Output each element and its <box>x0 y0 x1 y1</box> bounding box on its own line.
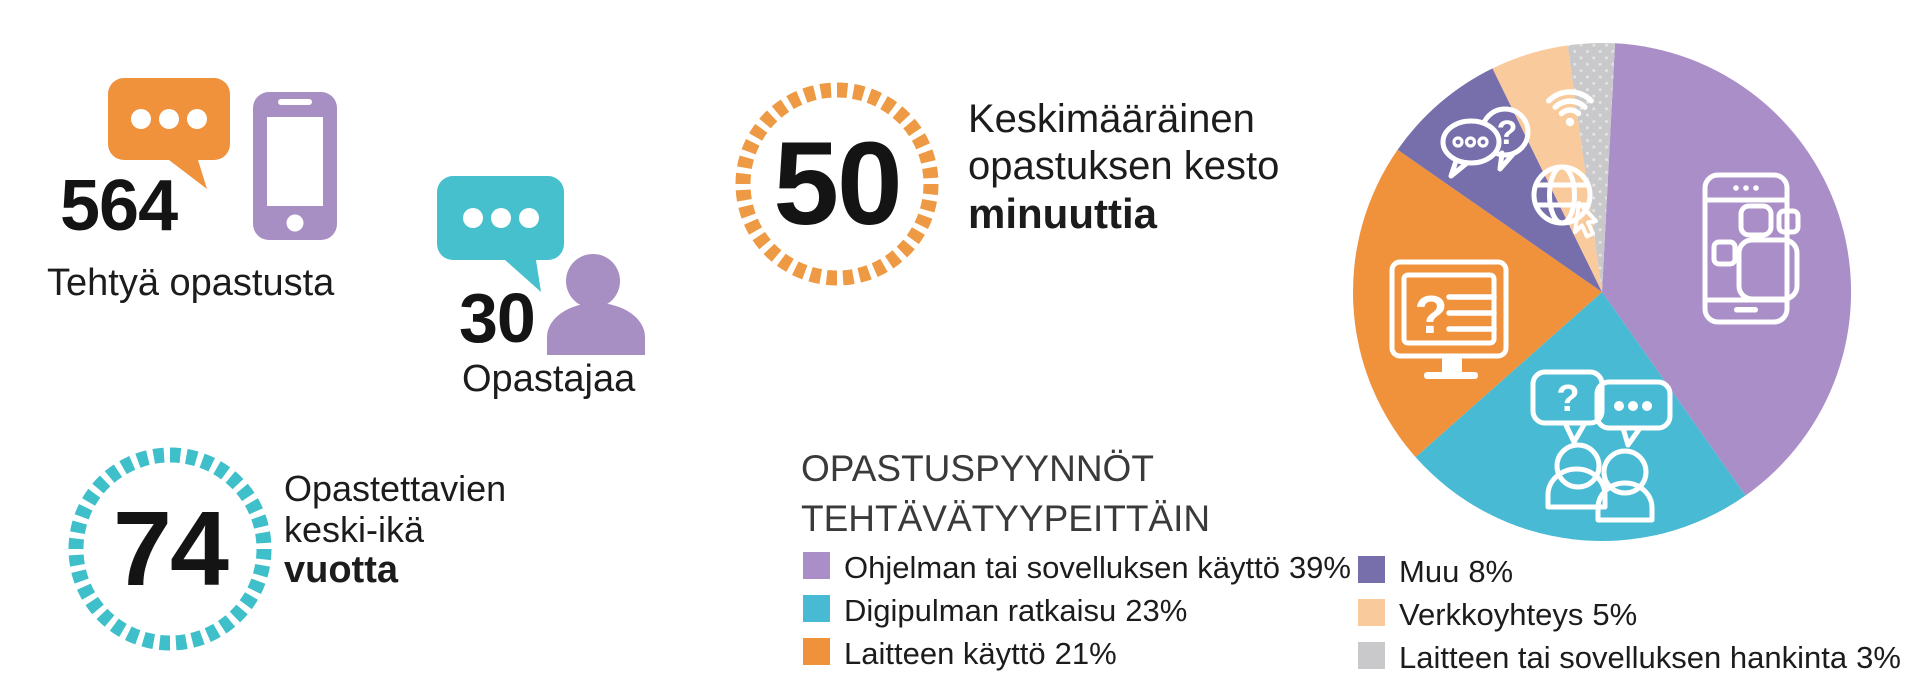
monitor-question-icon: ? <box>1389 259 1509 379</box>
chat-bubble-icon <box>437 176 564 292</box>
legend-swatch <box>803 595 830 622</box>
age-unit: vuotta <box>284 549 398 591</box>
duration-description: Keskimääräinen opastuksen kesto minuutti… <box>968 96 1279 237</box>
duration-ring: 50 <box>727 74 947 294</box>
legend-item: Ohjelman tai sovelluksen käyttö 39% <box>803 550 1351 586</box>
smartphone-icon <box>253 92 337 240</box>
dashed-circle-icon <box>735 82 939 286</box>
legend-swatch <box>1358 556 1385 583</box>
chart-title: OPASTUSPYYNNÖT TEHTÄVÄTYYPEITTÄIN <box>801 444 1210 544</box>
question-glyph: ? <box>1497 114 1518 152</box>
legend-label: Digipulman ratkaisu <box>844 593 1117 628</box>
legend-value: 3% <box>1856 640 1901 675</box>
legend-swatch <box>1358 599 1385 626</box>
legend-item: Digipulman ratkaisu 23% <box>803 593 1187 629</box>
age-line2: keski-ikä <box>284 509 425 550</box>
dashed-circle-icon <box>68 447 272 651</box>
legend-label: Laitteen tai sovelluksen hankinta <box>1399 640 1848 675</box>
guides-label: Opastajaa <box>462 358 636 400</box>
duration-line1: Keskimääräinen <box>968 97 1255 141</box>
legend-value: 5% <box>1592 597 1638 632</box>
person-icon <box>547 254 645 355</box>
duration-value: 50 <box>773 118 902 250</box>
legend-swatch <box>1358 642 1385 669</box>
pie-slice-2 <box>1352 149 1602 458</box>
question-glyph: ? <box>1415 285 1448 345</box>
legend-item: Laitteen tai sovelluksen hankinta 3% <box>1358 640 1901 676</box>
globe-cursor-icon <box>1531 164 1598 239</box>
chat-bubble-icon <box>108 78 230 189</box>
chart-title-line1: OPASTUSPYYNNÖT <box>801 448 1154 489</box>
pie-slice-1 <box>1415 292 1746 542</box>
question-glyph: ? <box>1556 378 1579 420</box>
legend-item: Laitteen käyttö 21% <box>803 636 1117 672</box>
age-description: Opastettavien keski-ikä vuotta <box>284 468 506 591</box>
age-value: 74 <box>113 490 229 608</box>
legend-value: 21% <box>1054 636 1117 671</box>
pie-slice-0 <box>1602 43 1852 496</box>
people-chat-icon: ? <box>1530 369 1673 523</box>
legend-label: Muu <box>1399 554 1460 589</box>
legend-label: Verkkoyhteys <box>1399 597 1584 632</box>
duration-line2: opastuksen kesto <box>968 144 1280 188</box>
pie-chart: ? ? <box>1352 42 1852 542</box>
guidances-count: 564 <box>60 166 178 246</box>
legend-item: Muu 8% <box>1358 554 1513 590</box>
legend-value: 8% <box>1468 554 1514 589</box>
legend-value: 39% <box>1288 550 1351 585</box>
legend-value: 23% <box>1125 593 1188 628</box>
legend-label: Laitteen käyttö <box>844 636 1046 671</box>
guidances-label: Tehtyä opastusta <box>47 262 335 304</box>
pie-slice-3 <box>1397 68 1602 293</box>
guides-count: 30 <box>459 279 536 357</box>
legend-swatch <box>803 638 830 665</box>
chart-title-line2: TEHTÄVÄTYYPEITTÄIN <box>801 498 1211 539</box>
age-ring: 74 <box>60 439 280 659</box>
smartphone-apps-icon <box>1702 172 1801 325</box>
duration-unit: minuuttia <box>968 190 1157 237</box>
legend-swatch <box>803 552 830 579</box>
chat-bubbles-icon: ? <box>1440 106 1531 179</box>
legend-item: Verkkoyhteys 5% <box>1358 597 1637 633</box>
legend-label: Ohjelman tai sovelluksen käyttö <box>844 550 1280 585</box>
wifi-icon <box>1546 89 1594 127</box>
age-line1: Opastettavien <box>284 468 507 509</box>
